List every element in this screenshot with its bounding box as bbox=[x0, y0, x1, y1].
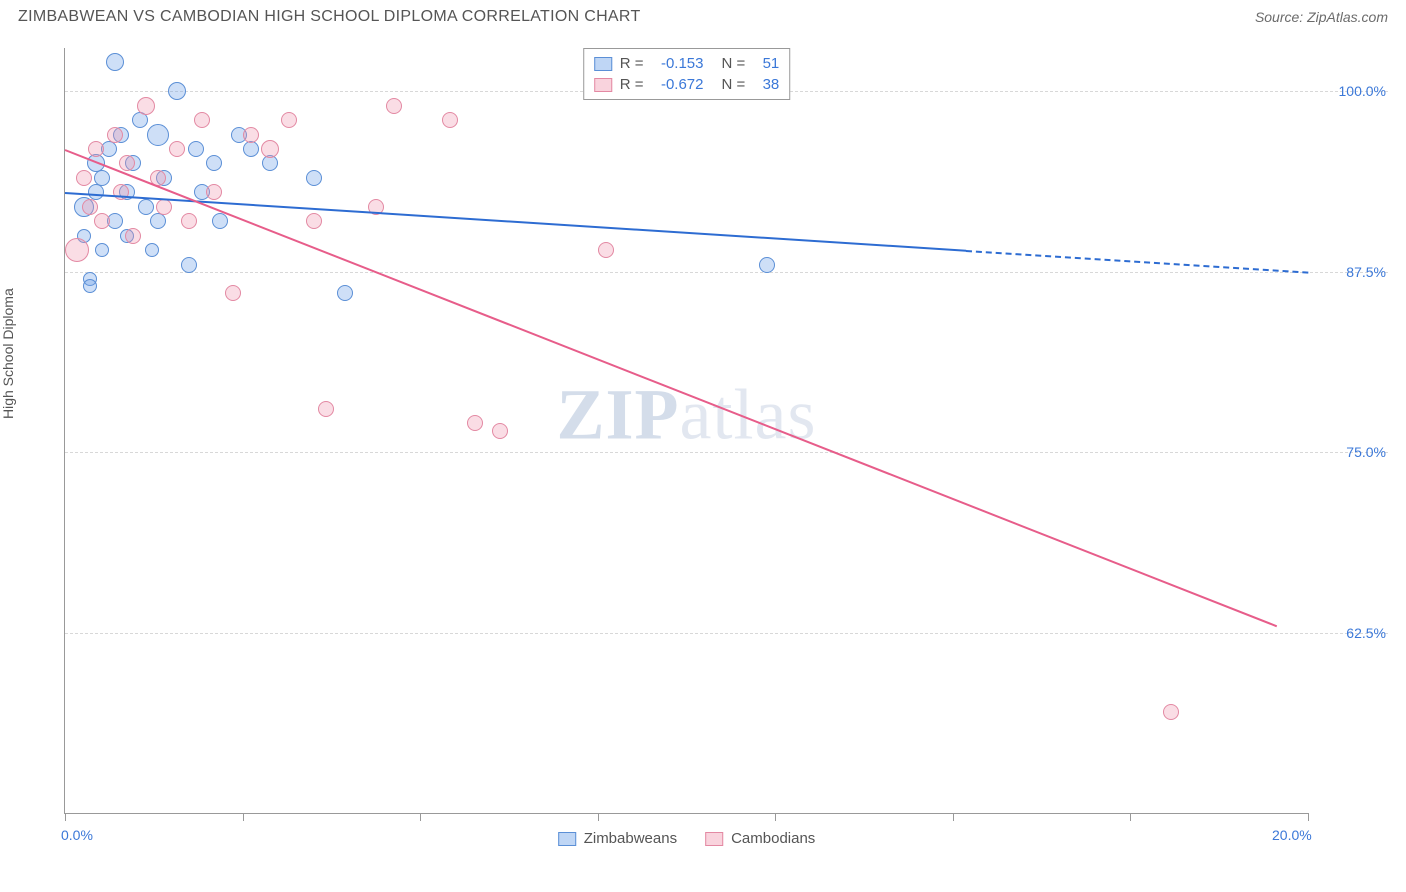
data-point bbox=[76, 170, 92, 186]
gridline bbox=[65, 452, 1388, 453]
data-point bbox=[212, 213, 228, 229]
header: ZIMBABWEAN VS CAMBODIAN HIGH SCHOOL DIPL… bbox=[0, 0, 1406, 32]
legend-stat-row: R =-0.672N =38 bbox=[594, 74, 780, 95]
legend-item: Zimbabweans bbox=[558, 830, 677, 847]
chart-title: ZIMBABWEAN VS CAMBODIAN HIGH SCHOOL DIPL… bbox=[18, 8, 641, 26]
x-tick bbox=[598, 813, 599, 821]
x-tick bbox=[775, 813, 776, 821]
data-point bbox=[181, 213, 197, 229]
regression-line bbox=[966, 250, 1308, 274]
data-point bbox=[94, 170, 110, 186]
legend-series: Zimbabweans Cambodians bbox=[558, 830, 816, 847]
data-point bbox=[145, 243, 159, 257]
data-point bbox=[243, 127, 259, 143]
data-point bbox=[138, 199, 154, 215]
x-tick bbox=[420, 813, 421, 821]
data-point bbox=[1163, 704, 1179, 720]
data-point bbox=[147, 124, 169, 146]
data-point bbox=[225, 285, 241, 301]
data-point bbox=[492, 423, 508, 439]
data-point bbox=[442, 112, 458, 128]
data-point bbox=[88, 141, 104, 157]
data-point bbox=[206, 155, 222, 171]
plot-region: ZIPatlas R =-0.153N =51R =-0.672N =38 Zi… bbox=[64, 48, 1308, 814]
x-tick bbox=[1130, 813, 1131, 821]
legend-item: Cambodians bbox=[705, 830, 815, 847]
watermark: ZIPatlas bbox=[557, 374, 817, 457]
legend-stat-row: R =-0.153N =51 bbox=[594, 53, 780, 74]
regression-line bbox=[65, 149, 1278, 627]
y-tick-label: 75.0% bbox=[1346, 444, 1386, 460]
gridline bbox=[65, 633, 1388, 634]
y-tick-label: 100.0% bbox=[1339, 83, 1386, 99]
data-point bbox=[156, 199, 172, 215]
data-point bbox=[106, 53, 124, 71]
legend-stats: R =-0.153N =51R =-0.672N =38 bbox=[583, 48, 791, 100]
data-point bbox=[306, 170, 322, 186]
y-axis-label: High School Diploma bbox=[0, 288, 16, 419]
data-point bbox=[188, 141, 204, 157]
data-point bbox=[194, 112, 210, 128]
data-point bbox=[261, 140, 279, 158]
data-point bbox=[107, 127, 123, 143]
data-point bbox=[759, 257, 775, 273]
data-point bbox=[137, 97, 155, 115]
legend-swatch bbox=[558, 832, 576, 846]
y-tick-label: 87.5% bbox=[1346, 264, 1386, 280]
data-point bbox=[467, 415, 483, 431]
legend-swatch bbox=[594, 57, 612, 71]
data-point bbox=[169, 141, 185, 157]
x-tick-label: 20.0% bbox=[1272, 827, 1312, 843]
x-tick bbox=[1308, 813, 1309, 821]
x-tick bbox=[953, 813, 954, 821]
data-point bbox=[83, 279, 97, 293]
data-point bbox=[306, 213, 322, 229]
x-tick bbox=[65, 813, 66, 821]
data-point bbox=[65, 238, 89, 262]
data-point bbox=[119, 155, 135, 171]
gridline bbox=[65, 272, 1388, 273]
data-point bbox=[168, 82, 186, 100]
data-point bbox=[150, 213, 166, 229]
data-point bbox=[82, 199, 98, 215]
x-tick bbox=[243, 813, 244, 821]
data-point bbox=[125, 228, 141, 244]
data-point bbox=[95, 243, 109, 257]
legend-label: Zimbabweans bbox=[584, 830, 677, 847]
chart-area: High School Diploma ZIPatlas R =-0.153N … bbox=[18, 40, 1388, 862]
legend-label: Cambodians bbox=[731, 830, 815, 847]
data-point bbox=[281, 112, 297, 128]
data-point bbox=[386, 98, 402, 114]
data-point bbox=[94, 213, 110, 229]
y-tick-label: 62.5% bbox=[1346, 625, 1386, 641]
source-credit: Source: ZipAtlas.com bbox=[1255, 9, 1388, 25]
data-point bbox=[243, 141, 259, 157]
x-tick-label: 0.0% bbox=[61, 827, 93, 843]
data-point bbox=[337, 285, 353, 301]
legend-swatch bbox=[594, 78, 612, 92]
data-point bbox=[206, 184, 222, 200]
data-point bbox=[318, 401, 334, 417]
data-point bbox=[598, 242, 614, 258]
legend-swatch bbox=[705, 832, 723, 846]
data-point bbox=[181, 257, 197, 273]
